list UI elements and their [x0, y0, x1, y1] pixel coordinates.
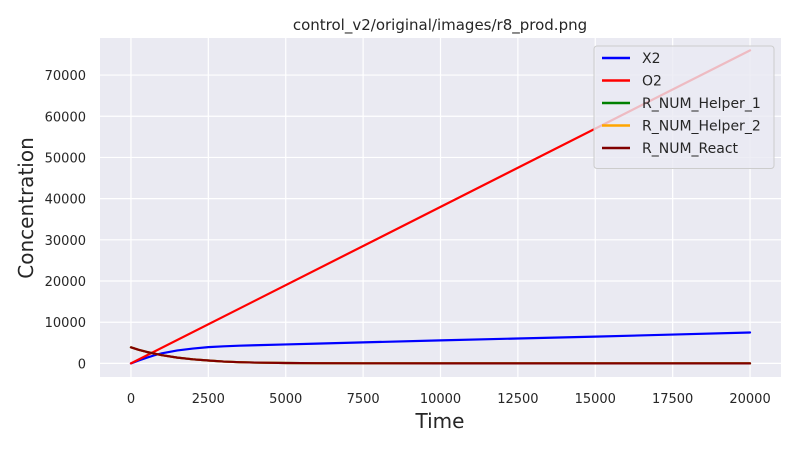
legend-label: R_NUM_Helper_1 — [642, 96, 761, 112]
x-tick-label: 7500 — [347, 392, 380, 407]
y-tick-label: 10000 — [45, 316, 86, 331]
x-tick-label: 17500 — [652, 392, 693, 407]
x-tick-label: 20000 — [729, 392, 770, 407]
x-axis-label: Time — [415, 409, 465, 433]
y-tick-label: 20000 — [45, 275, 86, 290]
series-line-x2 — [129, 331, 752, 365]
y-tick-label: 0 — [78, 357, 86, 372]
series-line-r-num-react — [129, 346, 752, 365]
x-tick-label: 15000 — [575, 392, 616, 407]
legend: X2 O2 R_NUM_Helper_1 R_NUM_Helper_2 R_NUM_Re… — [593, 45, 775, 169]
legend-label: X2 — [642, 51, 661, 67]
x-tick-label: 10000 — [420, 392, 461, 407]
y-axis-label: Concentration — [14, 137, 38, 278]
x-tick-label: 5000 — [269, 392, 302, 407]
x-tick-label: 2500 — [192, 392, 225, 407]
legend-label: R_NUM_React — [642, 141, 739, 157]
legend-label: O2 — [642, 74, 662, 90]
y-tick-label: 50000 — [45, 151, 86, 166]
x-tick-label: 12500 — [497, 392, 538, 407]
y-tick-label: 70000 — [45, 69, 86, 84]
x-tick-label: 0 — [127, 392, 135, 407]
y-tick-label: 30000 — [45, 234, 86, 249]
legend-box — [593, 45, 775, 169]
y-tick-label: 40000 — [45, 193, 86, 208]
legend-label: R_NUM_Helper_2 — [642, 119, 761, 135]
y-tick-label: 60000 — [45, 110, 86, 125]
chart-title: control_v2/original/images/r8_prod.png — [293, 16, 587, 35]
tick-labels: 0 2500 5000 7500 10000 12500 15000 17500 20000 0 1… — [45, 69, 771, 407]
